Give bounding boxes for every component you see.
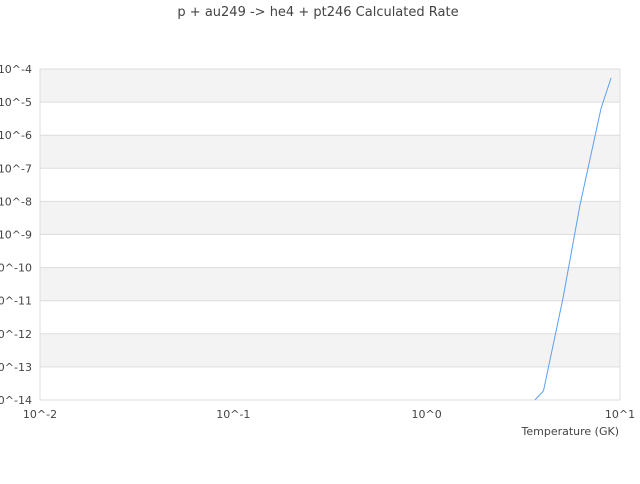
y-tick-label: 10^-9 <box>0 229 32 242</box>
x-tick-label: 10^1 <box>605 408 635 421</box>
grid-band <box>40 201 620 235</box>
chart-title: p + au249 -> he4 + pt246 Calculated Rate <box>177 5 458 20</box>
rate-series-line <box>534 77 612 401</box>
grid-band <box>40 135 620 169</box>
y-tick-label: 10^-7 <box>0 162 32 175</box>
grid-band <box>40 333 620 367</box>
grid-band <box>40 69 620 103</box>
y-tick-label: 10^-6 <box>0 129 32 142</box>
y-tick-label: 10^-5 <box>0 96 32 109</box>
x-axis-label: Temperature (GK) <box>521 425 620 438</box>
y-tick-label: 10^-4 <box>0 63 32 76</box>
grid-band <box>40 267 620 301</box>
x-tick-label: 10^0 <box>412 408 442 421</box>
y-tick-label: 10^-10 <box>0 262 32 275</box>
x-tick-label: 10^-2 <box>23 408 57 421</box>
y-tick-label: 10^-12 <box>0 328 32 341</box>
x-tick-label: 10^-1 <box>216 408 250 421</box>
y-tick-label: 10^-8 <box>0 195 32 208</box>
y-tick-label: 10^-14 <box>0 394 32 407</box>
y-tick-label: 10^-11 <box>0 295 32 308</box>
y-tick-label: 10^-13 <box>0 361 32 374</box>
